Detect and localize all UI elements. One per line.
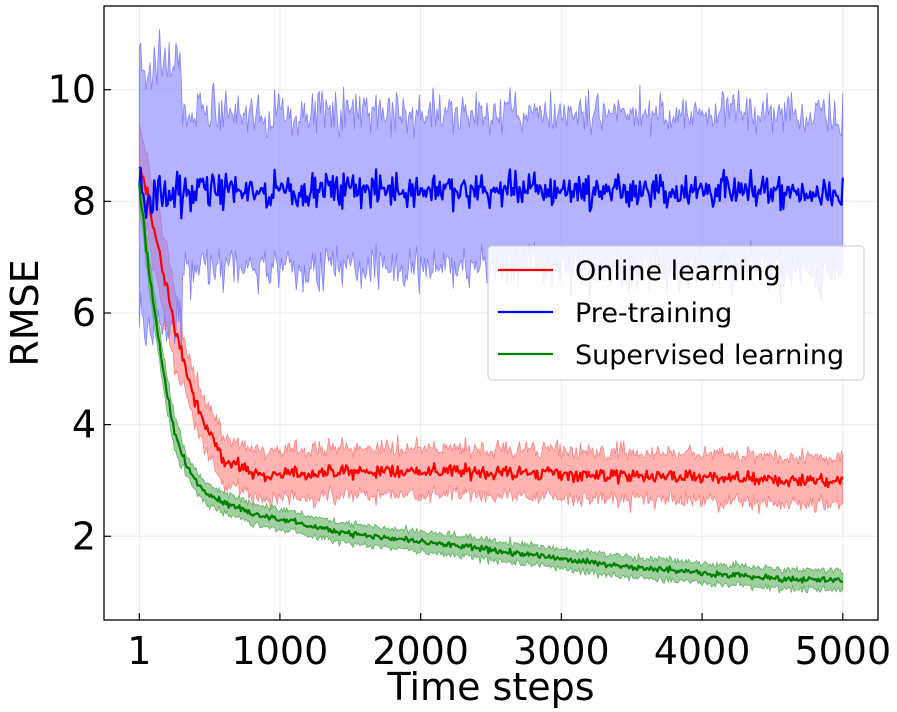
confidence-band-0: [138, 123, 844, 514]
confidence-band-2: [138, 167, 844, 595]
x-tick-label: 5000: [794, 629, 891, 673]
x-axis-ticks: 1 1000 2000 3000 4000 5000: [127, 613, 891, 673]
x-tick-label: 3000: [513, 629, 610, 673]
y-tick-label: 4: [72, 403, 96, 447]
x-tick-label: 1000: [232, 629, 329, 673]
legend: Online learning Pre-training Supervised le…: [487, 245, 865, 381]
series-line-2: [138, 183, 843, 584]
x-axis-label: Time steps: [386, 665, 594, 709]
y-tick-label: 6: [72, 291, 96, 335]
legend-label: Online learning: [575, 256, 781, 287]
y-tick-label: 2: [72, 514, 96, 558]
series-line-0: [138, 166, 844, 489]
legend-label: Pre-training: [575, 298, 732, 329]
y-tick-label: 8: [72, 179, 96, 223]
x-tick-label: 1: [127, 629, 151, 673]
y-axis-label: RMSE: [3, 259, 47, 366]
legend-label: Supervised learning: [575, 340, 844, 371]
y-axis-ticks: 2 4 6 8 10: [48, 68, 111, 558]
series-line-1: [138, 166, 844, 220]
y-tick-label: 10: [48, 68, 96, 112]
x-tick-label: 4000: [654, 629, 751, 673]
legend-box: [487, 245, 865, 381]
x-tick-label: 2000: [372, 629, 469, 673]
series-lines: [138, 166, 844, 584]
